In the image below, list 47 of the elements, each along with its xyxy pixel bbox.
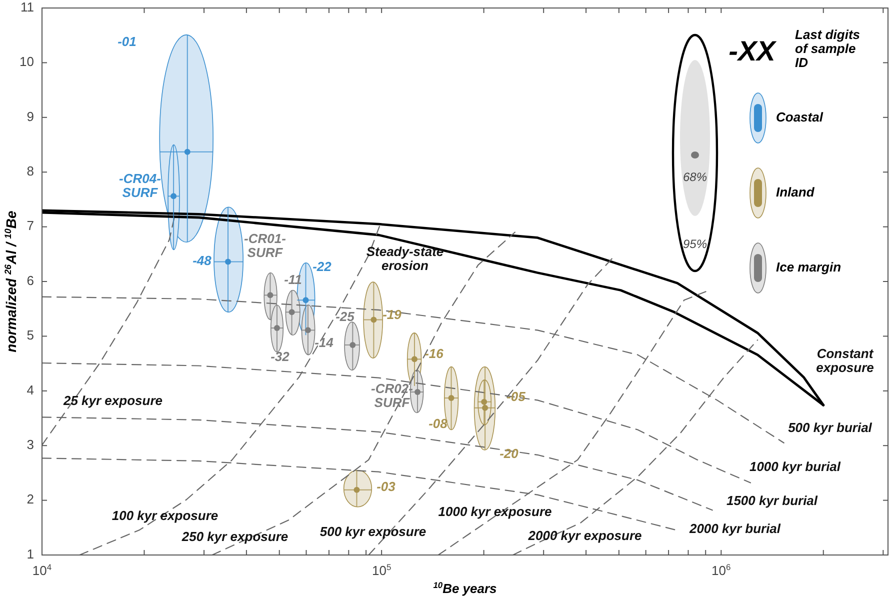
y-tick-label: 5 — [26, 328, 34, 343]
annotation: -CR04- SURF — [119, 171, 161, 200]
annotation: -08 — [428, 416, 448, 432]
y-tick-label: 8 — [26, 164, 34, 179]
annotation: 2000 kyr burial — [688, 521, 781, 536]
legend-title: Last digits of sample ID — [795, 27, 860, 70]
y-tick-label: 10 — [20, 54, 34, 70]
annotation: -XX — [728, 35, 778, 66]
annotation: -14 — [314, 335, 334, 350]
y-tick-label: 9 — [26, 108, 34, 124]
annotation: -19 — [382, 307, 402, 322]
x-tick-label: 10$^{6}$ — [712, 562, 732, 578]
legend-label: Ice margin — [776, 259, 842, 274]
x-tick-label: 10$^{5}$ — [372, 562, 392, 578]
annotation: 95% — [682, 237, 708, 252]
x-axis-title: $^{10}$Be years — [433, 580, 497, 596]
annotation: -01 — [118, 34, 136, 50]
annotation: 1000 kyr burial — [749, 459, 841, 474]
y-tick-label: 2 — [26, 492, 34, 507]
annotation: -03 — [376, 479, 396, 494]
annotation: -48 — [192, 253, 212, 268]
y-tick-label: 6 — [26, 272, 34, 288]
y-tick-label: 1 — [26, 546, 34, 562]
annotation: -16 — [424, 346, 444, 362]
annotation: -22 — [312, 259, 332, 274]
annotation: 100 kyr exposure — [112, 508, 218, 524]
annotation: 25 kyr exposure — [62, 393, 163, 408]
y-tick-label: 4 — [26, 382, 34, 398]
y-tick-label: 3 — [26, 437, 34, 452]
annotation: -20 — [500, 446, 520, 462]
y-tick-label: 11 — [20, 0, 34, 14]
annotation: 1000 kyr exposure — [438, 504, 552, 520]
annotation: -CR01- SURF — [244, 231, 286, 260]
annotation: Constant exposure — [816, 346, 874, 376]
annotation: 2000 kyr exposure — [527, 528, 642, 544]
annotation: Steady-state erosion — [366, 244, 444, 274]
annotation: 500 kyr exposure — [320, 524, 426, 540]
annotation: 1500 kyr burial — [726, 493, 818, 508]
y-tick-label: 7 — [26, 218, 34, 234]
legend-label: Coastal — [776, 109, 824, 124]
legend-label: Inland — [776, 184, 816, 200]
annotation: 500 kyr burial — [788, 420, 872, 436]
annotation: -25 — [336, 309, 356, 324]
annotation: -32 — [270, 349, 290, 364]
annotation: 250 kyr exposure — [180, 529, 288, 544]
annotation: 68% — [682, 170, 708, 184]
x-tick-label: 10$^{4}$ — [32, 562, 52, 578]
